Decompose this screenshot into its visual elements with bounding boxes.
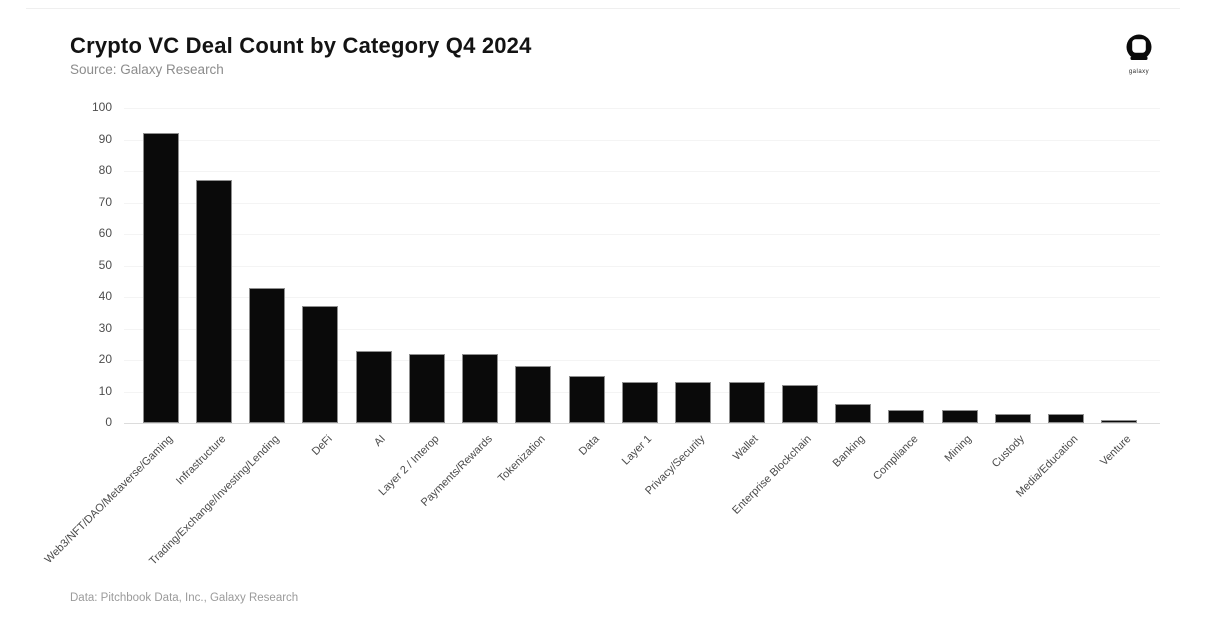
bar [408, 353, 445, 423]
y-axis-tick-label: 20 [98, 352, 112, 366]
x-axis-label: Data [576, 433, 602, 458]
gridline [124, 202, 1160, 204]
gridline [124, 297, 1160, 298]
bar [994, 413, 1031, 423]
bar [462, 353, 499, 423]
galaxy-logo: galaxy [1118, 34, 1160, 75]
bar [835, 404, 872, 423]
bar [941, 410, 978, 423]
x-axis-label: Tokenization [496, 433, 548, 485]
bar [675, 382, 712, 423]
bar [1048, 413, 1085, 423]
galaxy-logo-text: galaxy [1128, 69, 1150, 75]
bar [781, 385, 818, 423]
bar [728, 382, 765, 423]
bar [142, 133, 179, 423]
y-axis-tick-label: 60 [98, 226, 112, 240]
bar [249, 287, 286, 423]
y-axis-tick-label: 100 [91, 100, 112, 114]
galaxy-logo-icon [1124, 34, 1154, 67]
gridline [124, 139, 1160, 141]
gridline [124, 171, 1160, 172]
bar [195, 180, 232, 423]
gridline [124, 265, 1160, 267]
page-title: Crypto VC Deal Count by Category Q4 2024 [70, 33, 532, 58]
bar [515, 366, 552, 423]
y-axis-tick-label: 10 [98, 383, 112, 398]
bar [1101, 419, 1138, 423]
chart-source-subtitle: Source: Galaxy Research [70, 62, 224, 77]
x-axis-label: Web3/NFT/DAO/Metaverse/Gaming [42, 433, 176, 566]
y-axis-tick-label: 40 [98, 289, 112, 303]
gridline [124, 360, 1160, 361]
x-axis-label: DeFi [309, 433, 335, 458]
x-axis-label: AI [372, 433, 389, 449]
x-axis-label: Mining [942, 433, 975, 465]
x-axis-label: Wallet [731, 433, 762, 463]
x-axis-label: Banking [830, 433, 868, 470]
y-axis-tick-label: 50 [98, 257, 112, 272]
bar [888, 410, 925, 423]
x-axis-label: Custody [990, 433, 1028, 471]
bar [302, 306, 339, 423]
gridline [124, 108, 1160, 109]
card-top-edge [26, 8, 1180, 9]
y-axis-tick-label: 90 [98, 131, 112, 146]
bar [355, 350, 392, 423]
bar [622, 382, 658, 423]
y-axis-tick-label: 0 [105, 415, 112, 429]
y-axis-tick-label: 30 [98, 320, 112, 335]
x-axis-label: Compliance [871, 433, 921, 483]
y-axis-tick-label: 80 [98, 163, 112, 177]
y-axis-tick-label: 70 [98, 194, 112, 209]
footer-credit: Data: Pitchbook Data, Inc., Galaxy Resea… [70, 592, 299, 604]
gridline [124, 328, 1160, 330]
x-axis-label: Infrastructure [174, 433, 229, 488]
bar [568, 375, 605, 423]
x-axis-label: Privacy/Security [643, 433, 708, 498]
gridline [124, 234, 1160, 235]
x-axis-label: Venture [1098, 433, 1134, 469]
x-axis-baseline [124, 423, 1160, 424]
x-axis-label: Layer 1 [620, 433, 655, 468]
